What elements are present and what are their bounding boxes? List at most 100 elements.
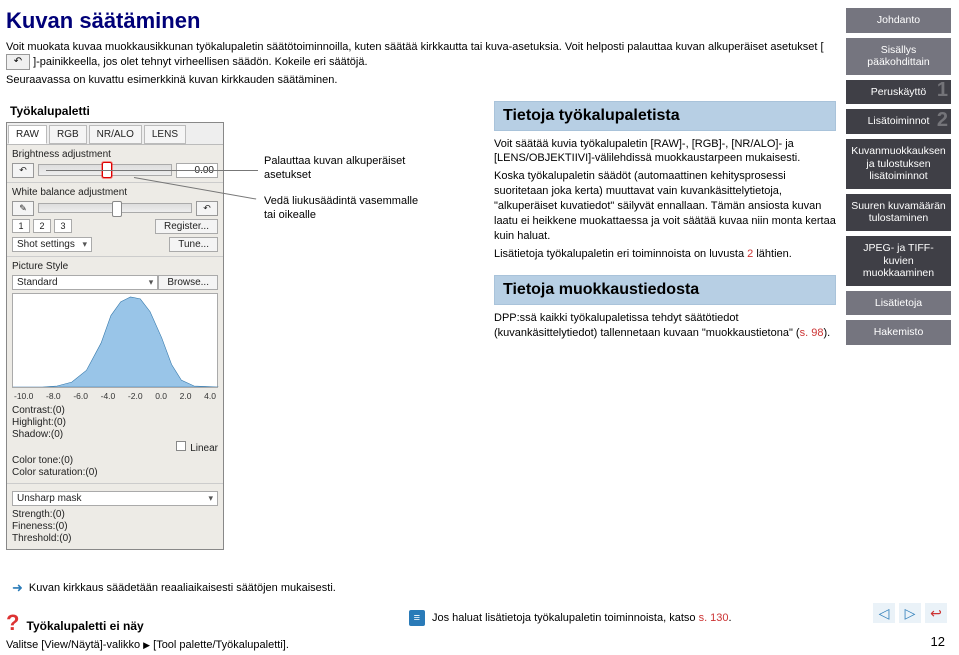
s2: -6.0 xyxy=(73,391,88,401)
footer-arrow-text: Kuvan kirkkaus säädetään reaaliaikaisest… xyxy=(29,582,336,594)
colorsat-readout: Color saturation:(0) xyxy=(12,467,218,478)
s3: -4.0 xyxy=(101,391,116,401)
tip-a: Jos haluat lisätietoja työkalupaletin to… xyxy=(432,612,699,624)
ps-browse-button[interactable]: Browse... xyxy=(158,275,218,290)
page-number: 12 xyxy=(931,634,945,649)
brightness-section: Brightness adjustment ↶ 0.00 xyxy=(7,145,223,183)
help-title: Työkalupaletti ei näy xyxy=(27,619,144,633)
nav-badge: 2 xyxy=(937,108,948,132)
tip-block: ≡ Jos haluat lisätietoja työkalupaletin … xyxy=(409,610,951,626)
help-sub-b: [Tool palette/Työkalupaletti]. xyxy=(150,639,289,651)
right-p3: Lisätietoja työkalupaletin eri toiminnoi… xyxy=(494,247,836,262)
ps-label: Picture Style xyxy=(12,261,218,272)
wb-shot-dropdown[interactable]: Shot settings xyxy=(12,237,92,252)
info-box-palette: Tietoja työkalupaletista xyxy=(494,101,836,131)
info-box-editdata: Tietoja muokkaustiedosta xyxy=(494,275,836,305)
right-p4a: DPP:ssä kaikki työkalupaletissa tehdyt s… xyxy=(494,312,800,339)
annotation-reset: Palauttaa kuvan alkuperäiset asetukset xyxy=(264,154,424,183)
ps-value: Standard xyxy=(17,277,58,288)
right-p2: Koska työkalupaletin säädöt (automaattin… xyxy=(494,169,836,243)
wb-shot-label: Shot settings xyxy=(17,239,75,250)
help-block: ? Työkalupaletti ei näy Valitse [View/Nä… xyxy=(6,610,289,651)
wb-reset-button[interactable]: ↶ xyxy=(196,201,218,216)
help-sub-a: Valitse [View/Näytä]-valikko xyxy=(6,639,143,651)
wb-section: White balance adjustment ✎ ↶ 1 2 3 xyxy=(7,183,223,257)
s7: 4.0 xyxy=(204,391,216,401)
s5: 0.0 xyxy=(155,391,167,401)
reset-icon: ↶ xyxy=(6,54,30,70)
highlight-readout: Highlight:(0) xyxy=(12,417,218,428)
wb-register-button[interactable]: Register... xyxy=(155,219,218,234)
tab-nralo[interactable]: NR/ALO xyxy=(89,125,142,144)
tab-raw[interactable]: RAW xyxy=(8,125,47,144)
tab-rgb[interactable]: RGB xyxy=(49,125,87,144)
wb-preset-2[interactable]: 2 xyxy=(33,219,51,233)
wb-preset-1[interactable]: 1 xyxy=(12,219,30,233)
nav-prev-button[interactable]: ◁ xyxy=(873,603,895,623)
help-sub: Valitse [View/Näytä]-valikko ▶ [Tool pal… xyxy=(6,639,289,651)
nav-item-6[interactable]: JPEG- ja TIFF-kuvien muokkaaminen xyxy=(846,236,951,286)
ps-section: Picture Style Standard Browse... xyxy=(7,257,223,484)
linear-label: Linear xyxy=(190,443,218,454)
strength-readout: Strength:(0) xyxy=(12,509,218,520)
wb-picker-button[interactable]: ✎ xyxy=(12,201,34,216)
right-p3b: lähtien. xyxy=(753,248,792,260)
page-nav-arrows: ◁ ▷ ↩ xyxy=(873,603,947,623)
threshold-readout: Threshold:(0) xyxy=(12,533,218,544)
intro-text: Voit muokata kuvaa muokkausikkunan työka… xyxy=(6,40,836,88)
right-p4link[interactable]: s. 98 xyxy=(800,327,824,339)
tool-palette: RAW RGB NR/ALO LENS Brightness adjustmen… xyxy=(6,122,224,550)
tip-b: . xyxy=(729,612,732,624)
nav-item-2[interactable]: Peruskäyttö1 xyxy=(846,80,951,105)
hist-scale: -10.0 -8.0 -6.0 -4.0 -2.0 0.0 2.0 4.0 xyxy=(12,391,218,401)
arrow-icon: ➜ xyxy=(12,580,23,596)
ps-dropdown[interactable]: Standard xyxy=(12,275,158,290)
right-p1: Voit säätää kuvia työkalupaletin [RAW]-,… xyxy=(494,137,836,167)
nav-item-1[interactable]: Sisällys pääkohdittain xyxy=(846,38,951,75)
palette-label: Työkalupaletti xyxy=(10,104,476,118)
brightness-reset-button[interactable]: ↶ xyxy=(12,163,34,178)
unsharp-label: Unsharp mask xyxy=(17,493,81,504)
unsharp-dropdown[interactable]: Unsharp mask xyxy=(12,491,218,506)
nav-item-3[interactable]: Lisätoiminnot2 xyxy=(846,109,951,134)
wb-slider[interactable] xyxy=(38,203,192,213)
nav-return-button[interactable]: ↩ xyxy=(925,603,947,623)
intro-p2: Seuraavassa on kuvattu esimerkkinä kuvan… xyxy=(6,73,836,87)
page-title: Kuvan säätäminen xyxy=(6,8,836,34)
nav-badge: 1 xyxy=(937,78,948,102)
wb-thumb[interactable] xyxy=(112,201,122,217)
unsharp-section: Unsharp mask Strength:(0) Fineness:(0) T… xyxy=(7,484,223,549)
nav-item-8[interactable]: Hakemisto xyxy=(846,320,951,345)
s1: -8.0 xyxy=(46,391,61,401)
intro-p1a: Voit muokata kuvaa muokkausikkunan työka… xyxy=(6,41,824,53)
annotation-slider: Vedä liukusäädintä vasemmalle tai oikeal… xyxy=(264,194,424,223)
nav-item-4[interactable]: Kuvanmuokkauksen ja tulostuksen lisätoim… xyxy=(846,139,951,189)
tip-link[interactable]: s. 130 xyxy=(699,612,729,624)
nav-item-0[interactable]: Johdanto xyxy=(846,8,951,33)
right-p3a: Lisätietoja työkalupaletin eri toiminnoi… xyxy=(494,248,747,260)
nav-item-7[interactable]: Lisätietoja xyxy=(846,291,951,316)
contrast-readout: Contrast:(0) xyxy=(12,405,218,416)
fineness-readout: Fineness:(0) xyxy=(12,521,218,532)
nav-item-5[interactable]: Suuren kuvamäärän tulostaminen xyxy=(846,194,951,231)
wb-label: White balance adjustment xyxy=(12,187,218,198)
wb-tune-button[interactable]: Tune... xyxy=(169,237,218,252)
histogram xyxy=(12,293,218,388)
help-icon: ? xyxy=(6,610,19,635)
s0: -10.0 xyxy=(14,391,33,401)
intro-p1b: ]-painikkeella, jos olet tehnyt virheell… xyxy=(33,56,367,68)
linear-checkbox[interactable] xyxy=(176,441,186,451)
brightness-label: Brightness adjustment xyxy=(12,149,218,160)
tab-lens[interactable]: LENS xyxy=(144,125,186,144)
s4: -2.0 xyxy=(128,391,143,401)
s6: 2.0 xyxy=(180,391,192,401)
shadow-readout: Shadow:(0) xyxy=(12,429,218,440)
side-nav: Johdanto Sisällys pääkohdittain Peruskäytt… xyxy=(846,8,951,345)
right-p4: DPP:ssä kaikki työkalupaletissa tehdyt s… xyxy=(494,311,836,341)
right-p4b: ). xyxy=(823,327,830,339)
wb-preset-3[interactable]: 3 xyxy=(54,219,72,233)
palette-tabs: RAW RGB NR/ALO LENS xyxy=(7,123,223,145)
nav-next-button[interactable]: ▷ xyxy=(899,603,921,623)
colortone-readout: Color tone:(0) xyxy=(12,455,218,466)
tip-icon: ≡ xyxy=(409,610,425,626)
